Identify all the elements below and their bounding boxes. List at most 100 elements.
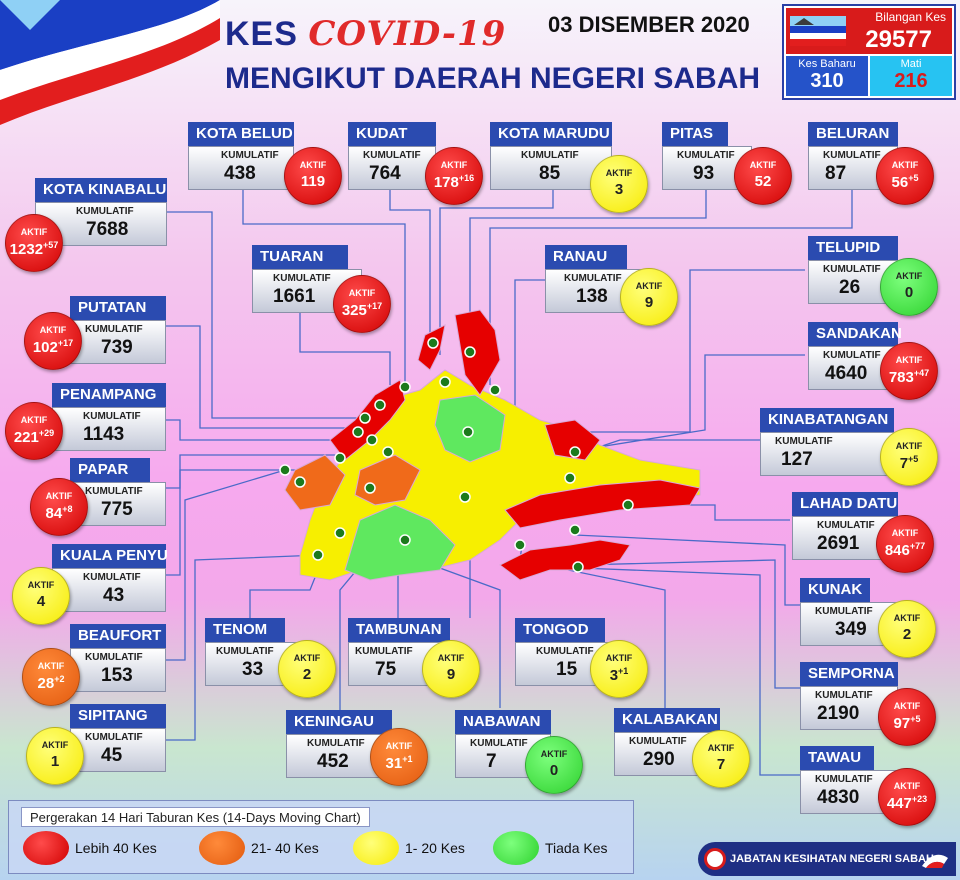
active-count: 7	[716, 756, 726, 773]
cumulative-value: 153	[101, 665, 133, 686]
sabah-flag-icon	[790, 16, 846, 46]
active-bubble-kuala-penyu: AKTIF 4	[12, 567, 70, 625]
cumulative-label: KUMULATIF	[775, 436, 833, 447]
legend-dot-yellow	[353, 831, 399, 865]
legend-title: Pergerakan 14 Hari Taburan Kes (14-Days …	[21, 807, 370, 827]
active-count: 3	[614, 181, 624, 198]
active-label: AKTIF	[293, 653, 321, 663]
cumulative-label: KUMULATIF	[629, 736, 687, 747]
legend-label-green: Tiada Kes	[545, 840, 608, 856]
map-regions	[284, 309, 701, 581]
active-label: AKTIF	[37, 661, 65, 671]
active-count: 783	[888, 369, 914, 386]
active-value: 3	[591, 181, 647, 198]
cumulative-label: KUMULATIF	[817, 520, 875, 531]
active-label: AKTIF	[605, 653, 633, 663]
active-value: 846+77	[877, 541, 933, 559]
active-label: AKTIF	[348, 288, 376, 298]
legend-dot-green	[493, 831, 539, 865]
district-name: PITAS	[662, 122, 728, 146]
cumulative-label: KUMULATIF	[85, 652, 143, 663]
new-cases-box: Kes Baharu 310	[786, 56, 868, 96]
active-label: AKTIF	[891, 160, 919, 170]
district-name: LAHAD DATU	[792, 492, 898, 516]
cumulative-label: KUMULATIF	[355, 646, 413, 657]
cumulative-value: 290	[643, 749, 675, 770]
active-count: 221	[13, 429, 39, 446]
total-cases-box: Bilangan Kes 29577	[786, 8, 952, 54]
district-name: TAWAU	[800, 746, 874, 770]
deaths-label: Mati	[900, 58, 922, 70]
cumulative-value: 7688	[86, 219, 129, 240]
active-label: AKTIF	[299, 160, 327, 170]
cumulative-label: KUMULATIF	[273, 273, 331, 284]
active-delta: +17	[366, 301, 383, 311]
legend-dot-orange	[199, 831, 245, 865]
region-red-pitas	[454, 309, 501, 396]
active-label: AKTIF	[707, 743, 735, 753]
active-value: 28+2	[23, 674, 79, 692]
district-name: BELURAN	[808, 122, 898, 146]
active-value: 2	[279, 666, 335, 683]
district-name: KUDAT	[348, 122, 436, 146]
active-value: 4	[13, 593, 69, 610]
active-count: 84	[45, 505, 63, 522]
new-cases-label: Kes Baharu	[798, 58, 856, 70]
active-value: 7	[693, 756, 749, 773]
district-name: KOTA BELUD	[188, 122, 294, 146]
active-value: 97+5	[879, 714, 935, 732]
cumulative-value: 75	[375, 659, 397, 680]
active-value: 84+8	[31, 504, 87, 522]
active-bubble-lahad-datu: AKTIF 846+77	[876, 515, 934, 573]
active-count: 97	[893, 715, 911, 732]
active-label: AKTIF	[895, 355, 923, 365]
active-delta: +17	[57, 338, 74, 348]
active-delta: +16	[458, 173, 475, 183]
active-bubble-keningau: AKTIF 31+1	[370, 728, 428, 786]
cumulative-label: KUMULATIF	[85, 486, 143, 497]
district-cumulative-box: KUMULATIF 739	[70, 320, 166, 364]
active-label: AKTIF	[605, 168, 633, 178]
legend-label-red: Lebih 40 Kes	[75, 840, 157, 856]
active-bubble-kinabatangan: AKTIF 7+5	[880, 428, 938, 486]
cumulative-label: KUMULATIF	[307, 738, 365, 749]
cumulative-label: KUMULATIF	[221, 150, 279, 161]
active-bubble-tenom: AKTIF 2	[278, 640, 336, 698]
active-count: 1232	[9, 241, 44, 258]
cumulative-value: 739	[101, 337, 133, 358]
active-bubble-beluran: AKTIF 56+5	[876, 147, 934, 205]
cumulative-label: KUMULATIF	[815, 690, 873, 701]
report-date: 03 DISEMBER 2020	[548, 12, 750, 37]
total-cases-value: 29577	[865, 26, 932, 53]
active-label: AKTIF	[45, 491, 73, 501]
active-label: AKTIF	[20, 415, 48, 425]
cumulative-value: 4830	[817, 787, 860, 808]
active-label: AKTIF	[893, 613, 921, 623]
active-label: AKTIF	[385, 741, 413, 751]
district-name: TONGOD	[515, 618, 605, 642]
deaths-box: Mati 216	[870, 56, 952, 96]
cumulative-label: KUMULATIF	[85, 732, 143, 743]
cumulative-label: KUMULATIF	[823, 264, 881, 275]
district-name: NABAWAN	[455, 710, 551, 734]
district-cumulative-box: KUMULATIF 127	[760, 432, 894, 476]
active-bubble-kunak: AKTIF 2	[878, 600, 936, 658]
active-value: 7+5	[881, 454, 937, 472]
legend: Pergerakan 14 Hari Taburan Kes (14-Days …	[8, 800, 634, 874]
active-count: 846	[884, 542, 910, 559]
district-cumulative-box: KUMULATIF 764	[348, 146, 436, 190]
active-bubble-semporna: AKTIF 97+5	[878, 688, 936, 746]
cumulative-value: 93	[693, 163, 715, 184]
active-count: 9	[644, 294, 654, 311]
active-delta: +77	[909, 541, 926, 551]
active-count: 2	[902, 626, 912, 643]
active-bubble-sipitang: AKTIF 1	[26, 727, 84, 785]
active-value: 56+5	[877, 173, 933, 191]
page-subtitle: MENGIKUT DAERAH NEGERI SABAH	[225, 62, 761, 95]
cumulative-value: 33	[242, 659, 264, 680]
active-delta: +23	[911, 794, 928, 804]
cumulative-value: 1661	[273, 286, 316, 307]
district-cumulative-box: KUMULATIF 438	[188, 146, 294, 190]
district-name: KOTA KINABALU	[35, 178, 167, 202]
active-value: 325+17	[334, 301, 390, 319]
